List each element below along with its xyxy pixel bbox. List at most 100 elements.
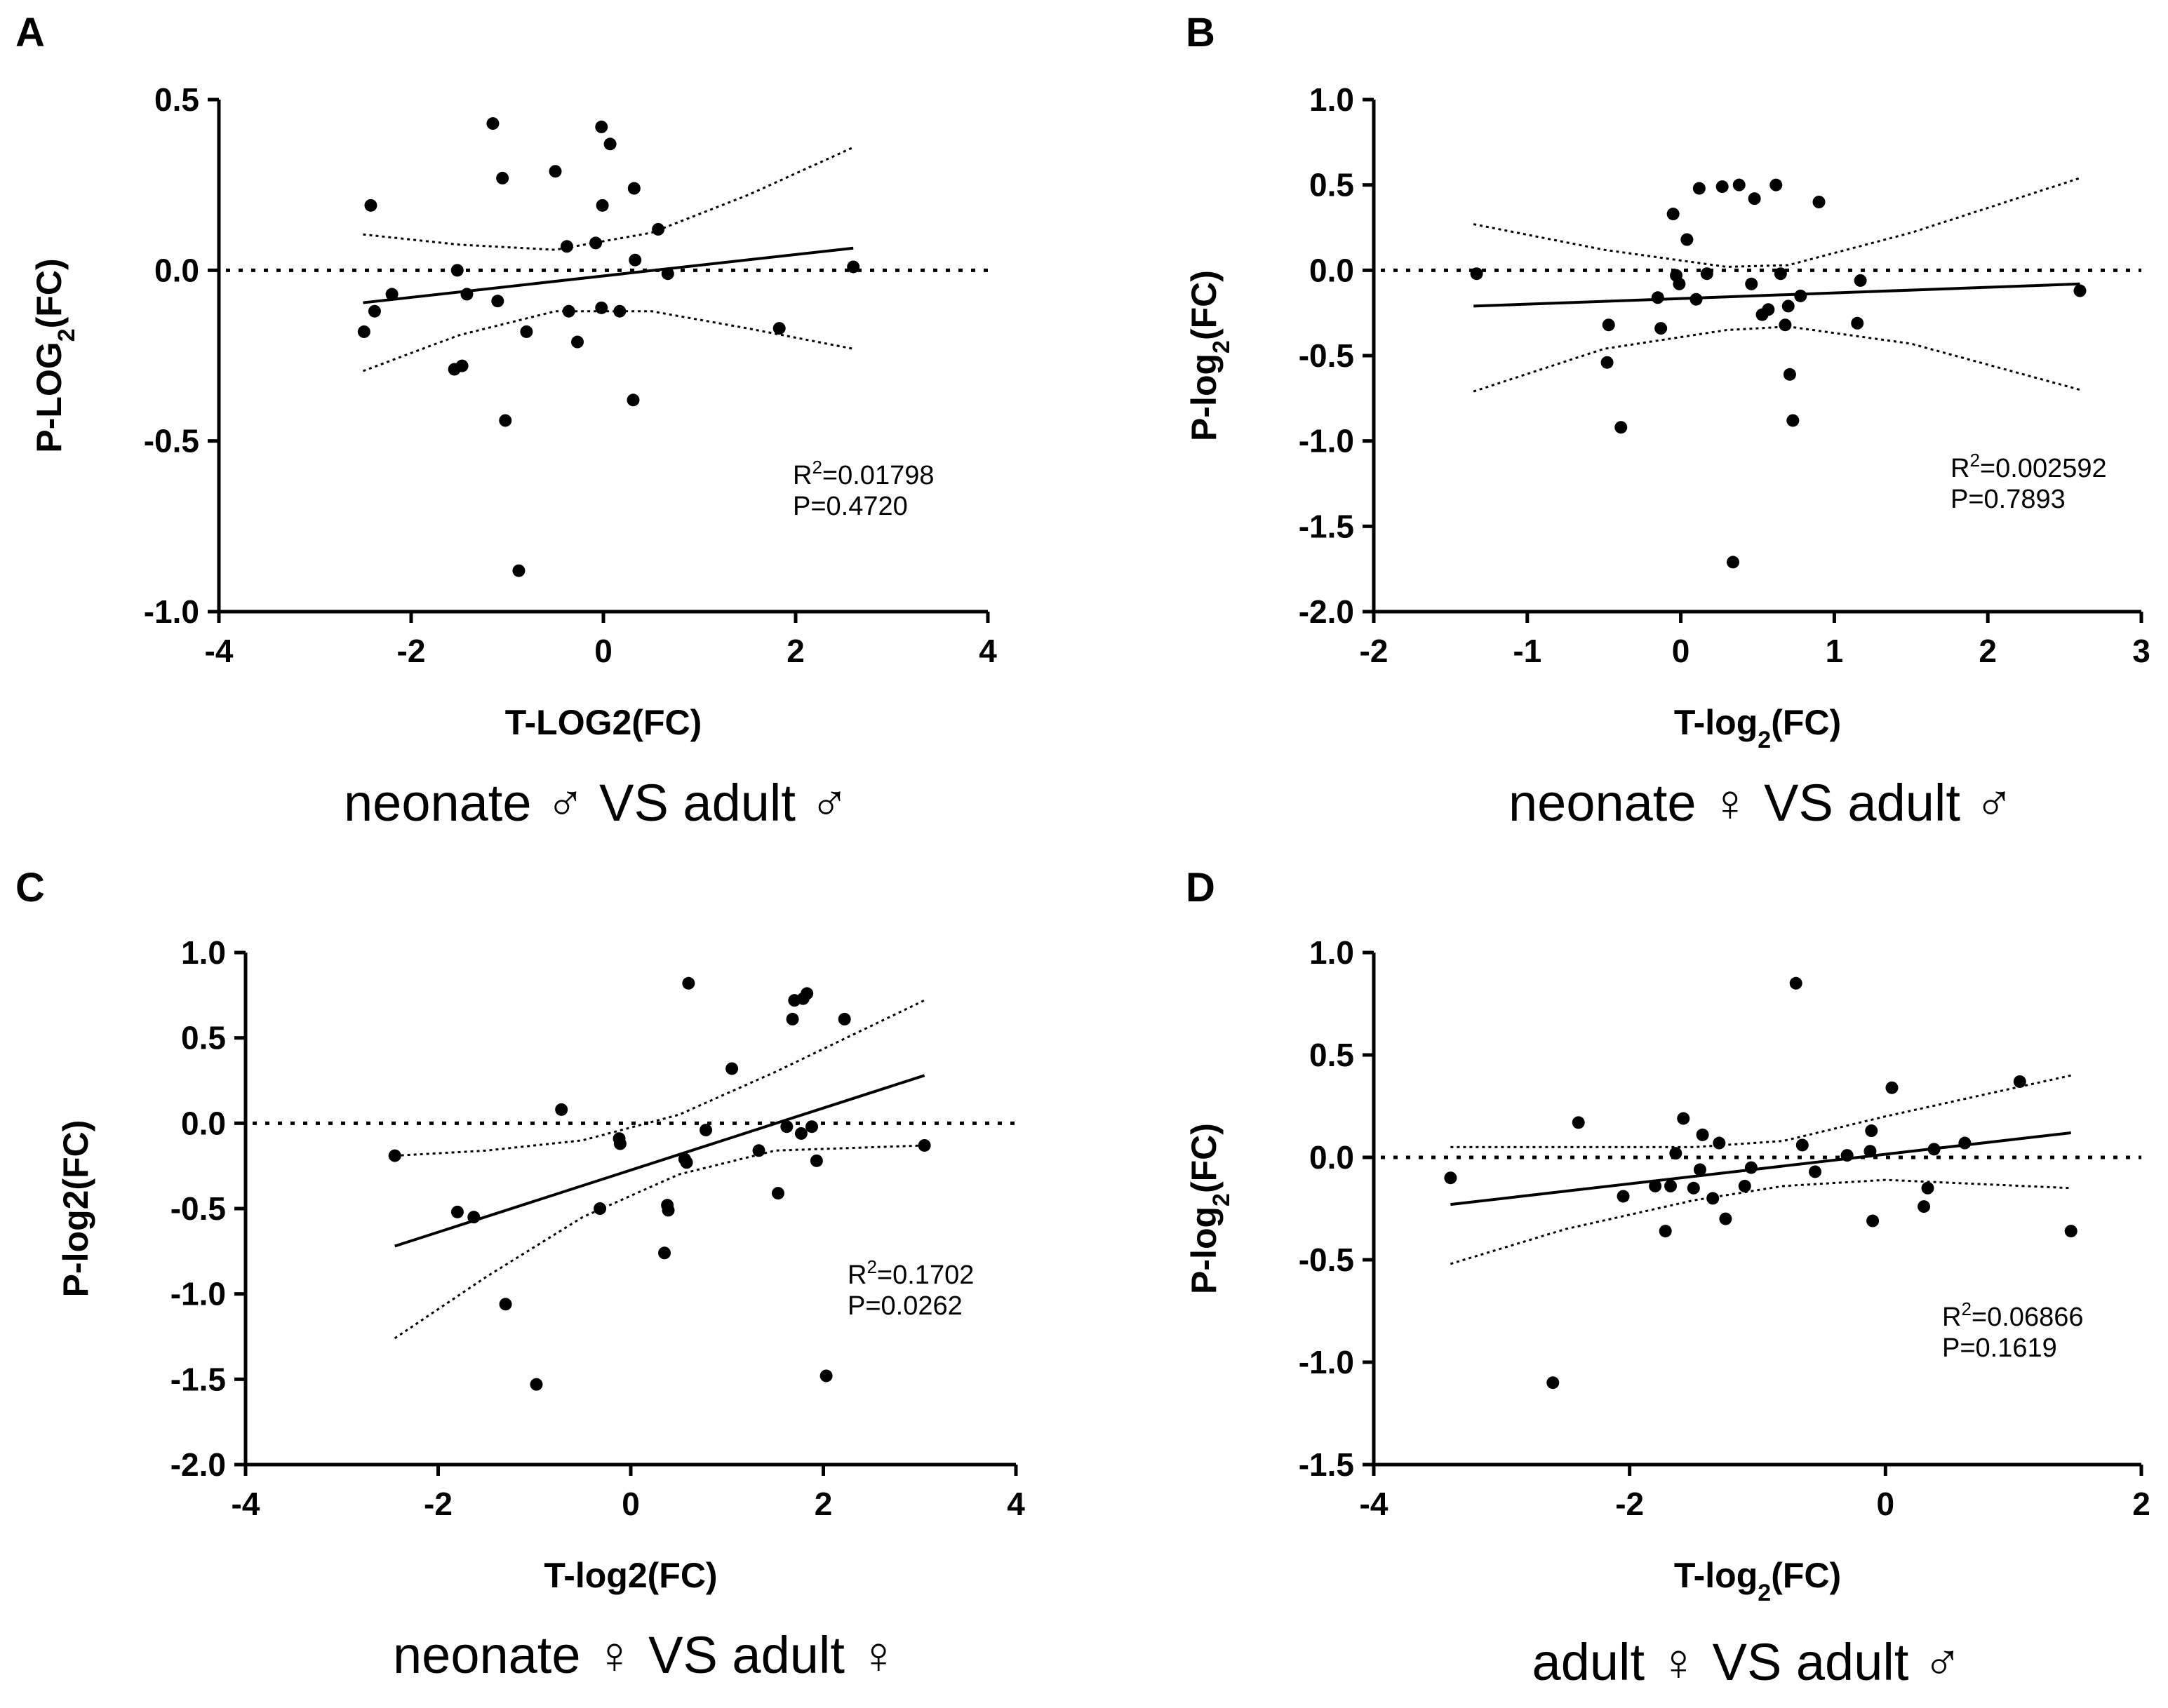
ci-upper-band: [394, 999, 925, 1157]
x-tick-label: 3: [2132, 633, 2150, 669]
x-tick-label: -2: [397, 633, 426, 669]
data-point: [450, 1205, 464, 1218]
data-point: [786, 1012, 799, 1026]
data-point: [1779, 318, 1792, 332]
data-point: [1762, 303, 1775, 316]
panel-caption: adult ♀ VS adult ♂: [1532, 1633, 1962, 1691]
data-point: [1795, 1138, 1809, 1152]
y-tick-label: 0.5: [181, 1020, 226, 1056]
x-tick-label: 0: [1877, 1486, 1895, 1522]
data-point: [1854, 274, 1867, 287]
y-tick-label: 0.0: [181, 1105, 226, 1141]
data-point: [1713, 1136, 1726, 1150]
ci-lower-band: [362, 310, 854, 372]
data-point: [838, 1012, 851, 1026]
data-point: [1673, 277, 1686, 290]
panel-b: B -2.0 -1.5 -1.0 -0.5 0.0 0.5 1.0 -2 -1 0 1 2 3 T-log…: [1184, 10, 2150, 832]
y-tick-label: 0.5: [1309, 167, 1354, 203]
data-point: [571, 335, 584, 349]
data-point: [596, 199, 609, 212]
data-point: [1664, 1179, 1678, 1192]
r-squared-label: R2=0.01798: [793, 457, 934, 490]
data-point: [388, 1149, 401, 1162]
data-point: [1769, 178, 1783, 191]
data-point: [594, 1202, 607, 1215]
data-point: [700, 1124, 713, 1137]
data-point: [1706, 1192, 1720, 1205]
y-tick-label: -2.0: [1299, 593, 1354, 630]
x-tick-label: 2: [1979, 633, 1997, 669]
p-value-label: P=0.1619: [1942, 1333, 2057, 1363]
data-point: [499, 1298, 512, 1311]
panel-letter-b: B: [1186, 10, 1215, 55]
data-point: [1885, 1081, 1899, 1094]
ci-lower-band: [394, 1144, 925, 1340]
data-point: [460, 288, 474, 301]
y-tick-label: -1.0: [1299, 1344, 1354, 1380]
data-point: [801, 987, 814, 1000]
data-point: [847, 260, 860, 274]
data-point: [1680, 233, 1694, 246]
y-tick-label: -1.5: [1299, 508, 1354, 544]
panel-letter-c: C: [15, 865, 45, 910]
data-point: [1715, 180, 1729, 194]
r-squared-label: R2=0.002592: [1950, 450, 2107, 483]
y-tick-label: 0.0: [1309, 252, 1354, 288]
y-axis-title: P-log2(FC): [1184, 1123, 1235, 1294]
ci-upper-band: [363, 146, 854, 251]
x-tick-label: -2: [424, 1486, 453, 1522]
y-axis-title: P-log2(FC): [56, 1120, 95, 1298]
data-point: [1927, 1143, 1941, 1156]
p-value-label: P=0.0262: [848, 1291, 963, 1321]
data-point: [627, 182, 641, 195]
y-tick-label: 1.0: [1309, 934, 1354, 971]
data-point: [810, 1154, 823, 1167]
data-point: [752, 1144, 765, 1157]
data-point: [1677, 1112, 1690, 1125]
x-tick-label: -2: [1360, 633, 1389, 669]
x-tick-label: -4: [205, 633, 234, 669]
data-point: [1738, 1179, 1751, 1192]
data-point: [364, 199, 377, 212]
data-point: [918, 1138, 931, 1152]
data-point: [1654, 322, 1668, 335]
data-point: [1812, 196, 1826, 208]
data-point: [560, 240, 573, 253]
data-point: [1732, 178, 1746, 191]
x-tick-label: -4: [232, 1486, 260, 1522]
data-point: [772, 322, 786, 335]
y-tick-label: -1.0: [170, 1276, 226, 1312]
r-squared-label: R2=0.06866: [1942, 1298, 2083, 1332]
data-point: [385, 288, 399, 301]
data-point: [658, 1246, 671, 1260]
y-axis-title: P-log2(FC): [1184, 270, 1235, 441]
x-tick-label: 0: [1672, 633, 1690, 669]
y-tick-label: 1.0: [1309, 81, 1354, 118]
data-point: [1687, 1181, 1700, 1195]
ci-lower-band: [1473, 325, 2080, 393]
data-point: [549, 165, 562, 178]
data-point: [682, 976, 695, 990]
data-point: [1693, 1163, 1706, 1176]
data-point: [1783, 368, 1796, 381]
data-point: [1866, 1214, 1880, 1228]
data-point: [1726, 556, 1739, 569]
y-tick-label: -0.5: [144, 423, 199, 459]
data-point: [1602, 318, 1615, 332]
data-point: [1748, 192, 1761, 206]
data-point: [1865, 1124, 1878, 1138]
y-tick-label: -1.0: [1299, 423, 1354, 459]
x-axis-title: T-log2(FC): [544, 1556, 717, 1595]
data-point: [1745, 277, 1758, 290]
data-point: [1744, 1161, 1758, 1174]
data-point: [661, 267, 674, 281]
data-point: [805, 1120, 819, 1134]
data-point: [629, 253, 642, 267]
data-point: [1786, 414, 1800, 427]
data-point: [450, 264, 464, 277]
y-tick-label: 1.0: [181, 934, 226, 971]
regression-line: [1473, 282, 2080, 308]
data-point: [613, 304, 627, 318]
data-point: [368, 304, 381, 318]
